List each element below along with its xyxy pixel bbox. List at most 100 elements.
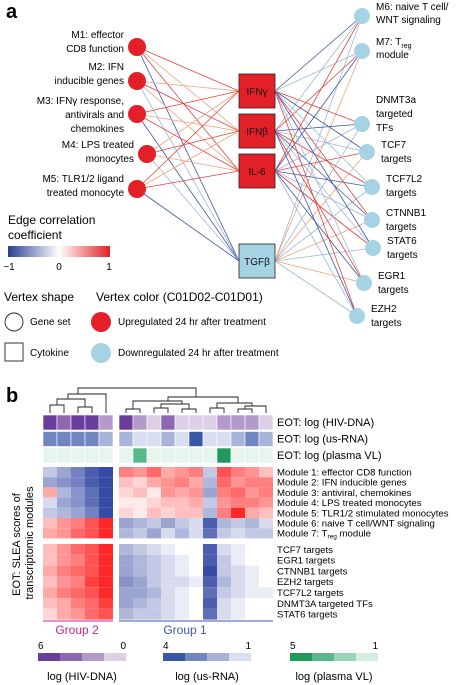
target-cell-4-15 [245,576,259,588]
target-cell-5-8 [147,587,161,598]
module-cell-1-15 [245,467,259,478]
target-cell-3-2 [57,565,71,577]
module-cell-6-11 [189,518,203,529]
target-cell-5-11 [189,587,203,598]
edge-colorbar [8,246,110,257]
left-node-3 [128,105,146,123]
legend-gene-set-circle [4,312,24,332]
edge-right-7-4 [274,247,374,262]
left-node-label-3-3: chemokines [71,124,124,135]
module-cell-5-5 [99,507,113,518]
eot-cell-2-5 [98,431,114,447]
legend-2-swatch-3 [207,653,229,661]
target-cell-2-15 [245,554,259,566]
legend-2-swatch-1 [163,653,185,661]
right-node-label-4-2: targets [381,154,412,165]
cytokine-tgfb-label: TGFβ [244,257,270,268]
left-gene-set-nodes: M1: effector CD8 function M2: IFN inducible… [37,30,156,199]
module-cell-5-15 [245,507,259,518]
eot-cell-1-7 [132,414,148,431]
module-cell-3-7 [133,487,147,498]
target-cell-3-3 [71,565,85,577]
target-cell-7-10 [175,608,189,620]
eot-cell-3-10 [174,447,190,464]
module-cell-1-3 [71,467,85,478]
legend-3-swatch-4 [356,653,378,661]
target-cell-7-16 [259,608,273,620]
legend-down-circle [91,343,111,363]
module-cell-3-10 [175,487,189,498]
right-node-label-3-1: DNMT3a [376,95,416,106]
target-cell-5-13 [217,587,231,598]
left-node-label-2-2: inducible genes [55,76,125,87]
left-node-label-2-1: M2: IFN [88,62,124,73]
module-cell-2-7 [133,477,147,488]
legend-2-swatch-4 [229,653,251,661]
module-cell-7-6 [119,528,133,539]
edge-left-2-4 [136,80,240,262]
right-node-8 [356,275,372,291]
target-cell-3-14 [231,565,245,577]
right-node-label-8-2: targets [378,285,409,296]
network-edges [136,15,374,317]
module-row-label-5: Module 5: TLR1/2 stimulated monocytes [277,508,449,519]
module-cell-2-3 [71,477,85,488]
module-cell-4-13 [217,497,231,508]
left-node-1 [128,38,146,56]
module-cell-3-12 [203,487,217,498]
legend-cytokine-square [4,342,24,362]
edge-right-1-2 [274,15,363,132]
target-cell-1-9 [161,544,175,555]
module-cell-4-3 [71,497,85,508]
module-cell-1-11 [189,467,203,478]
edge-right-9-4 [274,260,358,317]
module-cell-7-12 [203,528,217,539]
module-cell-5-2 [57,507,71,518]
target-cell-6-3 [71,598,85,609]
module-cell-2-14 [231,477,245,488]
edge-legend-title-2: coefficient [8,228,62,242]
eot-cell-3-14 [230,447,246,464]
target-row-label-7: STAT6 targets [277,610,338,621]
cytokine-il6-label: IL-6 [248,167,266,178]
edge-right-2-3 [274,50,363,172]
vertex-color-title: Vertex color (C01D02-C01D01) [96,290,263,304]
module-cell-5-4 [85,507,99,518]
module-cell-1-13 [217,467,231,478]
module-cell-6-5 [99,518,113,529]
module-cell-2-1 [43,477,57,488]
right-node-label-5-1: TCF7L2 [386,174,423,185]
left-node-label-5-1: M5: TLR1/2 ligand [42,174,124,185]
dendro-link-14 [167,396,239,403]
module-cell-6-1 [43,518,57,529]
left-node-5 [128,180,146,198]
right-node-4 [359,144,375,160]
eot-cell-3-8 [146,447,162,464]
target-cell-1-4 [85,544,99,555]
target-cell-2-10 [175,554,189,566]
module-cell-5-10 [175,507,189,518]
edge-right-3-4 [274,123,363,262]
target-cell-1-15 [245,544,259,555]
module-cell-4-1 [43,497,57,508]
target-cell-7-13 [217,608,231,620]
edge-right-4-1 [274,90,368,153]
module-cell-2-8 [147,477,161,488]
module-cell-7-10 [175,528,189,539]
target-row-label-2: EGR1 targets [277,556,335,567]
module-cell-2-6 [119,477,133,488]
module-cell-5-7 [133,507,147,518]
right-node-label-1-1: M6: naive T cell/ [376,2,449,13]
module-cell-7-16 [259,528,273,539]
eot-cell-3-9 [160,447,176,464]
left-node-2 [128,72,146,90]
legend-3-title: log (plasma VL) [295,671,372,683]
module-cell-6-6 [119,518,133,529]
left-node-label-1-1: M1: effector [71,30,124,41]
heatmap-y-title: EOT: SLEA scores of transcriptomic modul… [11,486,36,600]
module-row-label-1: Module 1: effector CD8 function [277,468,412,479]
right-node-label-5-2: targets [386,188,417,199]
target-cell-2-4 [85,554,99,566]
eot-row-label-2: EOT: log (us-RNA) [277,434,368,446]
